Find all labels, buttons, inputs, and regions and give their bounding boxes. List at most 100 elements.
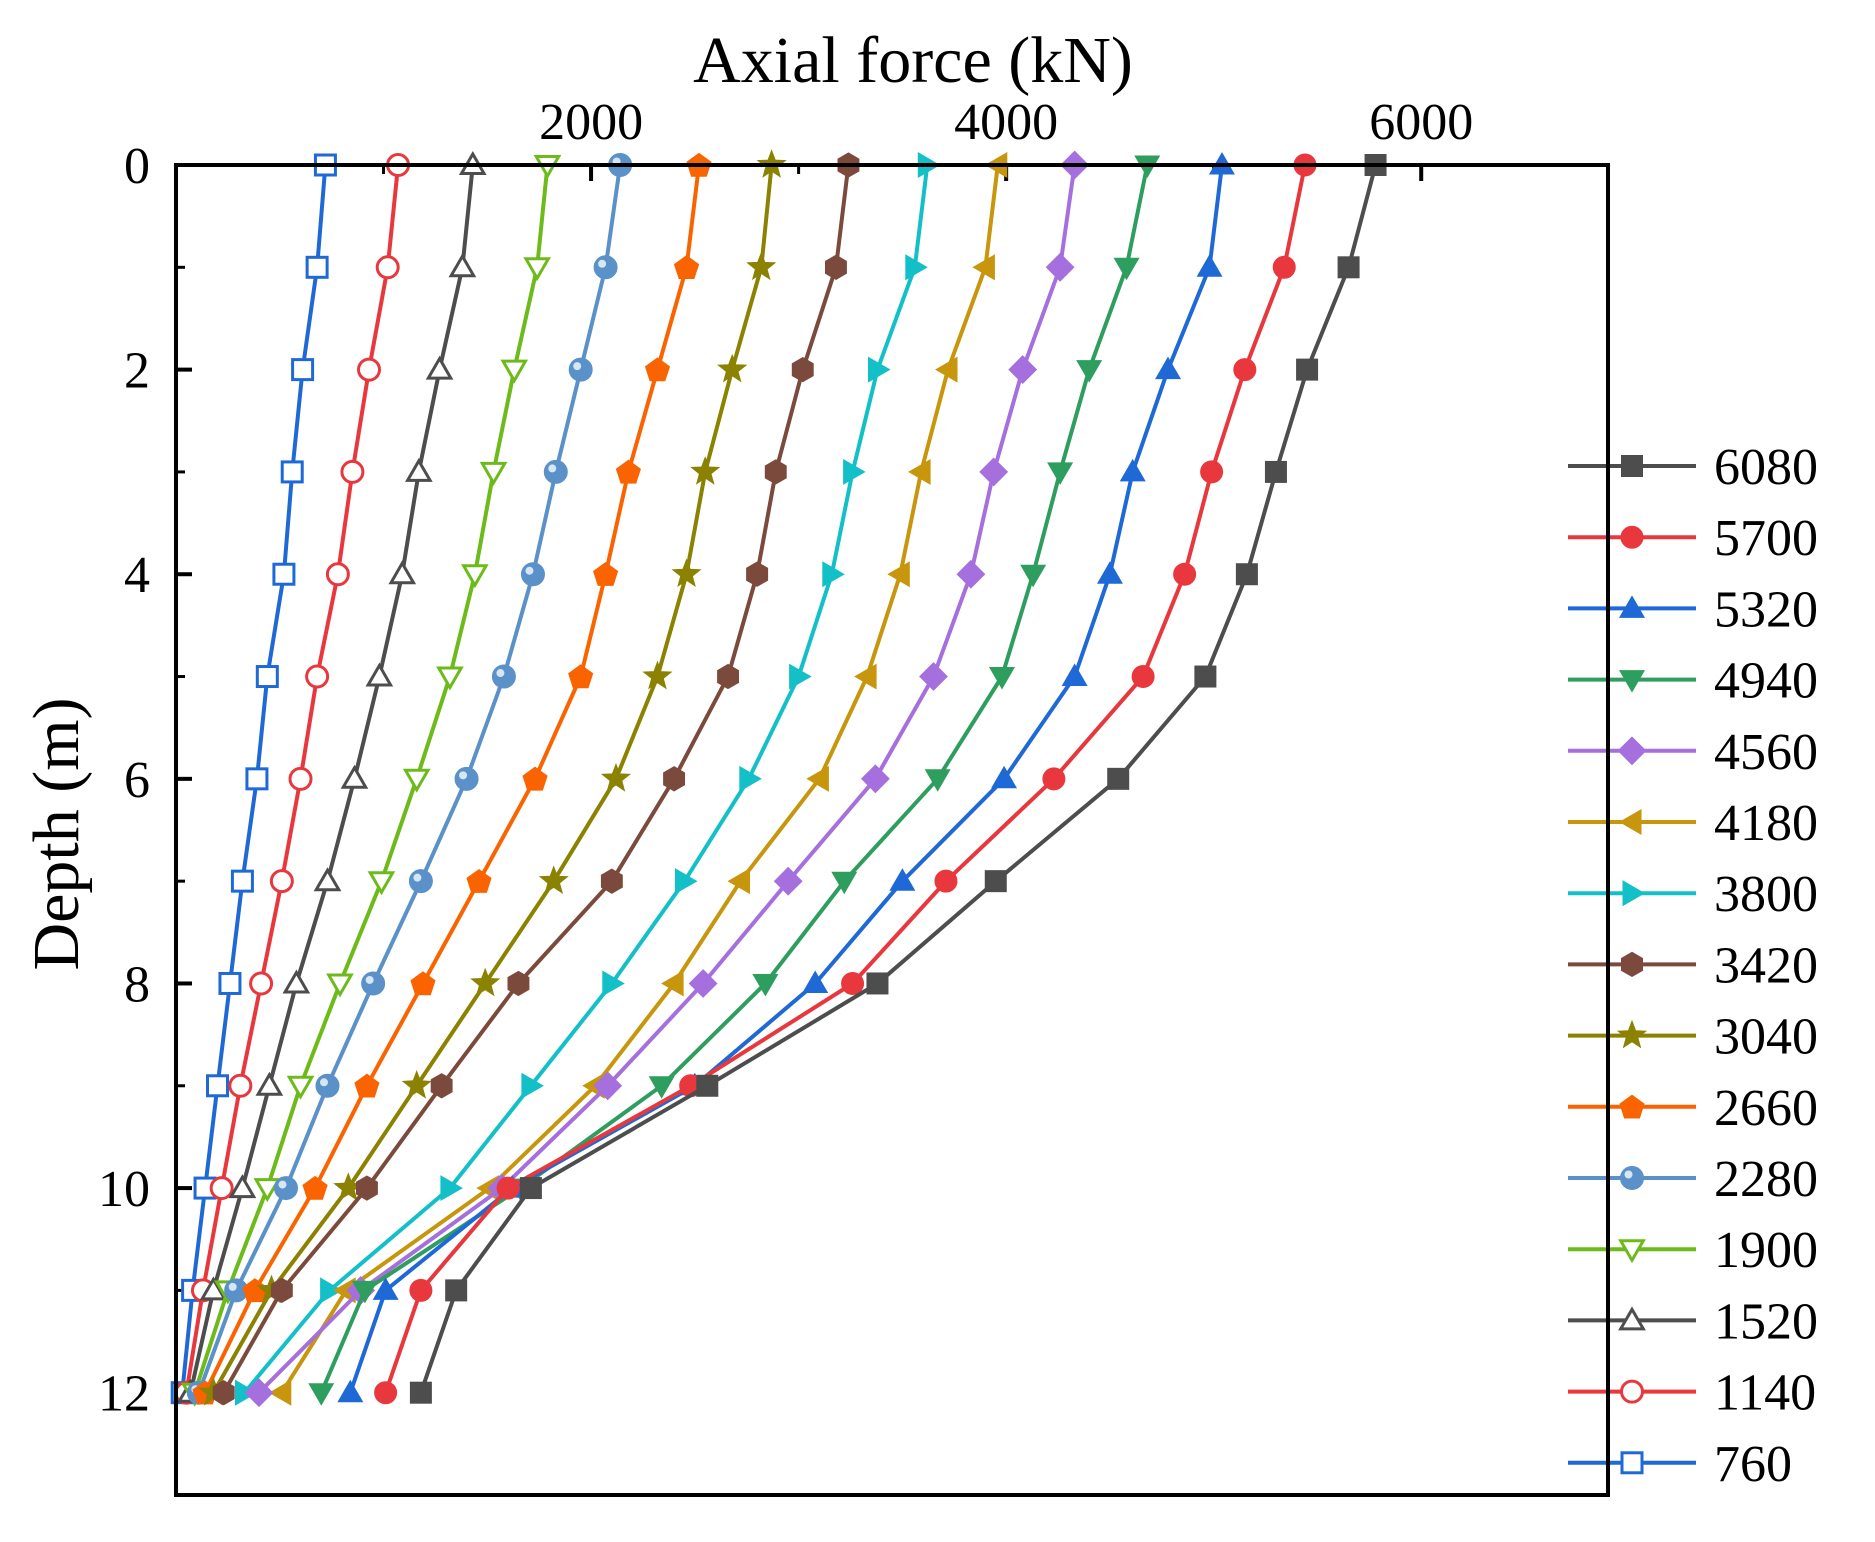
data-point	[593, 1071, 623, 1101]
data-point	[460, 564, 489, 589]
y-tick-label: 10	[98, 1161, 150, 1218]
legend-marker	[1618, 670, 1646, 693]
data-point	[1042, 767, 1066, 791]
y-tick-label: 6	[124, 752, 150, 809]
legend-item: 3420	[1568, 937, 1818, 994]
legend-label: 4560	[1714, 724, 1818, 781]
data-point	[1200, 460, 1224, 484]
x-tick-label: 2000	[539, 94, 643, 151]
data-point	[408, 869, 433, 894]
data-point	[244, 1378, 274, 1408]
data-point	[507, 970, 530, 997]
axes: Axial force (kN) Depth (m)	[20, 24, 1133, 971]
data-point	[520, 562, 545, 587]
data-point	[253, 1178, 282, 1203]
data-point	[375, 255, 400, 280]
data-point	[388, 560, 417, 585]
data-point	[302, 1175, 328, 1200]
data-point	[209, 1176, 234, 1201]
data-point	[543, 459, 568, 484]
plot-frame	[174, 163, 1610, 1497]
data-point	[991, 765, 1018, 789]
data-point	[354, 1073, 380, 1098]
data-point	[409, 1278, 433, 1302]
data-point	[746, 251, 777, 281]
data-point	[272, 562, 296, 586]
data-point	[466, 868, 492, 893]
data-point	[315, 1073, 340, 1098]
data-point	[696, 1074, 719, 1097]
legend-label: 3040	[1714, 1009, 1818, 1066]
data-point	[661, 970, 684, 997]
data-point	[1119, 458, 1146, 482]
data-point	[600, 762, 631, 792]
legend-marker	[1616, 1019, 1648, 1049]
data-point	[602, 970, 625, 997]
data-point	[1107, 767, 1130, 790]
data-point	[228, 1174, 257, 1199]
data-point	[212, 1380, 235, 1406]
data-point	[430, 1073, 453, 1099]
data-point	[500, 359, 529, 384]
data-point	[454, 766, 479, 791]
data-point	[1045, 252, 1075, 282]
data-point	[956, 559, 986, 589]
data-point	[367, 871, 396, 896]
data-point	[773, 866, 803, 896]
legend-label: 2660	[1714, 1080, 1818, 1137]
legend-label: 5320	[1714, 581, 1818, 638]
data-point	[440, 1175, 463, 1202]
data-point	[270, 1277, 293, 1304]
sphere-highlight	[496, 669, 505, 678]
data-point	[1173, 562, 1197, 586]
data-point	[727, 868, 750, 895]
data-point	[1113, 257, 1140, 281]
data-point	[568, 664, 594, 689]
data-point	[979, 457, 1009, 487]
legend-marker	[1621, 455, 1643, 477]
data-point	[228, 1073, 253, 1098]
data-point	[218, 971, 242, 995]
legend-item: 2660	[1568, 1080, 1818, 1137]
data-point	[523, 257, 552, 282]
legend-marker	[1618, 595, 1646, 618]
data-point	[1233, 358, 1257, 382]
legend-marker	[1620, 1166, 1644, 1190]
data-point	[673, 255, 700, 279]
series-3800	[235, 151, 941, 1406]
legend-label: 4180	[1714, 795, 1818, 852]
data-point	[1020, 564, 1047, 588]
y-tick-label: 0	[124, 138, 150, 195]
data-point	[831, 871, 858, 895]
data-point	[199, 1276, 228, 1301]
legend-label: 1520	[1714, 1293, 1818, 1350]
data-point	[448, 253, 477, 278]
data-point	[356, 1175, 378, 1201]
data-point	[866, 972, 889, 995]
y-tick-label: 8	[124, 956, 150, 1013]
data-point	[308, 1383, 335, 1406]
data-point	[365, 662, 394, 687]
legend-item: 4940	[1568, 653, 1818, 710]
data-point	[791, 356, 814, 383]
data-point	[273, 1176, 298, 1201]
sphere-highlight	[573, 362, 582, 371]
data-point	[1194, 665, 1217, 688]
data-point	[313, 867, 342, 892]
data-point	[1061, 663, 1088, 686]
data-point	[357, 357, 382, 382]
data-point	[436, 666, 464, 691]
data-point	[802, 970, 829, 993]
data-point	[934, 869, 958, 893]
data-point	[361, 971, 386, 996]
data-point	[522, 766, 548, 791]
legend-marker	[1619, 808, 1642, 836]
data-point	[1296, 358, 1319, 381]
data-point	[521, 1072, 544, 1099]
series-line	[280, 164, 1000, 1394]
sphere-highlight	[525, 566, 534, 575]
data-point	[245, 767, 269, 791]
data-point	[470, 967, 501, 997]
legend-item: 5700	[1568, 510, 1818, 567]
legend-label: 2280	[1714, 1151, 1818, 1208]
